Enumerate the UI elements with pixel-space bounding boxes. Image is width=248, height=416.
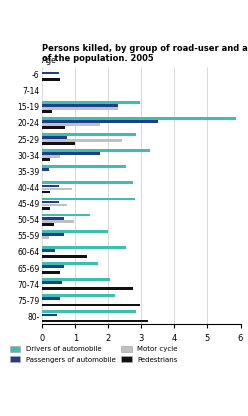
Bar: [42, 120, 158, 123]
Text: Age: Age: [42, 56, 57, 65]
Bar: [42, 201, 59, 203]
Legend: Drivers of automobile, Passengers of automobile, Motor cycle, Pedestrians: Drivers of automobile, Passengers of aut…: [10, 346, 178, 363]
Bar: [42, 319, 148, 322]
Bar: [42, 230, 108, 233]
Bar: [42, 220, 74, 223]
Bar: [42, 287, 133, 290]
Bar: [42, 72, 59, 74]
Bar: [42, 297, 60, 300]
Bar: [42, 156, 60, 158]
Bar: [42, 152, 100, 155]
Bar: [42, 166, 126, 168]
Bar: [42, 158, 50, 161]
Bar: [42, 278, 110, 281]
Bar: [42, 217, 64, 220]
Bar: [42, 181, 133, 184]
Bar: [42, 168, 49, 171]
Bar: [42, 314, 57, 316]
Bar: [42, 142, 75, 145]
Bar: [42, 271, 60, 274]
Bar: [42, 139, 122, 142]
Bar: [42, 281, 62, 284]
Bar: [42, 262, 98, 265]
Bar: [42, 107, 118, 110]
Bar: [42, 78, 60, 81]
Bar: [42, 236, 49, 239]
Bar: [42, 265, 64, 268]
Bar: [42, 126, 65, 129]
Bar: [42, 117, 236, 120]
Bar: [42, 207, 50, 210]
Bar: [42, 304, 140, 306]
Bar: [42, 188, 72, 191]
Bar: [42, 198, 135, 201]
Bar: [42, 249, 55, 252]
Bar: [42, 214, 90, 216]
Bar: [42, 104, 118, 106]
Bar: [42, 310, 136, 313]
Bar: [42, 185, 59, 187]
Bar: [42, 223, 54, 225]
Bar: [42, 149, 150, 152]
Bar: [42, 246, 126, 249]
Bar: [42, 110, 52, 113]
Bar: [42, 123, 100, 126]
Text: Persons killed, by group of road-user and age per 100 000
of the population. 200: Persons killed, by group of road-user an…: [42, 44, 248, 63]
Bar: [42, 204, 67, 206]
Bar: [42, 101, 140, 104]
Bar: [42, 191, 50, 193]
Bar: [42, 136, 67, 139]
Bar: [42, 233, 64, 235]
Bar: [42, 133, 136, 136]
Bar: [42, 295, 115, 297]
Bar: [42, 255, 87, 258]
